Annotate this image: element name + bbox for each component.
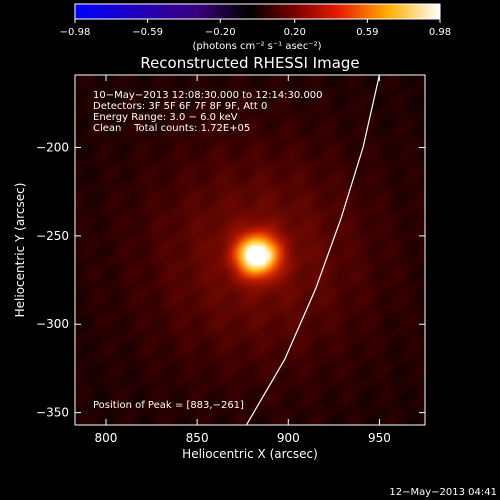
- colorbar-tick-label: −0.98: [60, 27, 91, 38]
- solar-limb-curve: [245, 75, 380, 425]
- info-line-detectors: Detectors: 3F 5F 6F 7F 8F 9F, Att 0: [93, 101, 267, 112]
- y-tick-label: −300: [36, 317, 69, 331]
- x-tick-label: 850: [186, 431, 209, 445]
- y-axis-title: Heliocentric Y (arcsec): [13, 183, 27, 318]
- y-tick-label: −250: [36, 229, 69, 243]
- colorbar-tick-label: 0.20: [284, 27, 306, 38]
- colorbar-tick-label: −0.59: [132, 27, 163, 38]
- info-line-time: 10−May−2013 12:08:30.000 to 12:14:30.000: [93, 90, 323, 101]
- x-tick-label: 950: [368, 431, 391, 445]
- colorbar-tick-label: −0.20: [205, 27, 236, 38]
- y-tick-label: −350: [36, 406, 69, 420]
- y-tick-label: −200: [36, 140, 69, 154]
- plot-frame: [74, 74, 426, 426]
- x-tick-label: 800: [95, 431, 118, 445]
- chart-title: Reconstructed RHESSI Image: [140, 54, 359, 72]
- x-tick-label: 900: [277, 431, 300, 445]
- timestamp: 12−May−2013 04:41: [389, 487, 497, 498]
- info-line-energy: Energy Range: 3.0 − 6.0 keV: [93, 112, 238, 123]
- observation-info: 10−May−2013 12:08:30.000 to 12:14:30.000…: [93, 90, 323, 134]
- colorbar-ticks: −0.98 −0.59 −0.20 0.20 0.59 0.98: [60, 19, 451, 38]
- colorbar-unit-label: (photons cm⁻² s⁻¹ asec⁻²): [192, 41, 321, 52]
- x-axis-title: Heliocentric X (arcsec): [182, 447, 318, 461]
- colorbar-tick-label: 0.59: [356, 27, 378, 38]
- plot-axes: 800 850 900 950 −200 −250 −300 −350: [36, 75, 425, 445]
- info-line-counts: Clean Total counts: 1.72E+05: [93, 123, 250, 134]
- peak-position-label: Position of Peak = [883,−261]: [93, 400, 244, 411]
- colorbar-tick-label: 0.98: [429, 27, 451, 38]
- colorbar: [74, 3, 441, 20]
